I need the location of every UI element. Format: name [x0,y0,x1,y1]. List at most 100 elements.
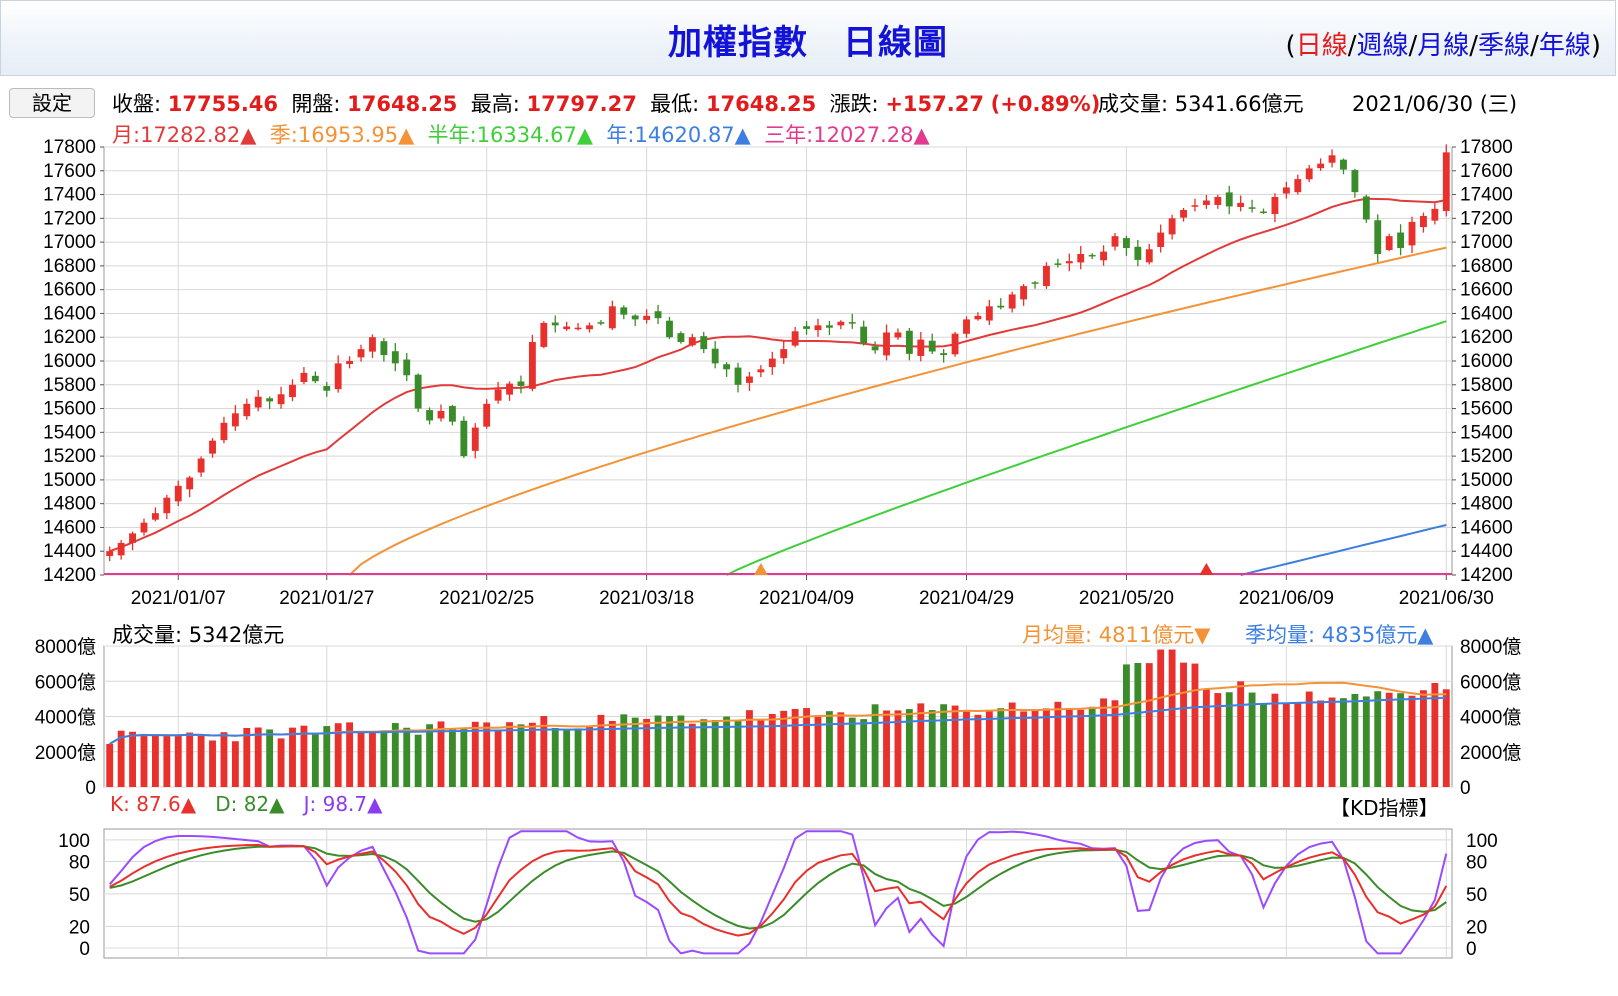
volume-bar [471,721,479,787]
volume-bar [1157,649,1165,787]
candle-body [494,389,502,401]
volume-bar [1408,695,1416,787]
price-tick-left: 17200 [43,208,96,229]
candle-body [151,513,159,520]
kd-tick-right: 80 [1466,852,1487,873]
candle-body [1362,196,1370,220]
period-links: (日線/週線/月線/季線/年線) [1285,31,1601,61]
candle-body [1214,196,1222,205]
volume-bar [437,721,445,787]
candle-body [391,351,399,364]
candle-body [666,320,673,338]
candle-body [1180,210,1187,218]
volume-quarter-avg: 季均量: 4835億元▲ [1245,623,1434,647]
price-tick-left: 16600 [43,280,96,301]
volume-bar [277,738,285,787]
volume-bar [1431,683,1439,787]
price-tick-right: 17600 [1460,161,1513,182]
candle-body [1271,196,1279,214]
volume-bar [608,720,616,787]
price-tick-left: 17400 [43,185,96,206]
kd-k-value: K: 87.6▲ [110,792,197,816]
candle-body [369,337,376,352]
kd-k-line [109,843,1448,937]
volume-tick-left: 6000億 [35,671,96,693]
link-yearly[interactable]: 年線 [1538,31,1591,61]
volume-bar [940,704,948,787]
candle-body [1431,208,1439,221]
x-tick-label: 2021/04/09 [759,588,854,609]
candle-body [220,422,228,441]
x-tick-label: 2021/01/27 [279,588,374,609]
price-tick-right: 16200 [1460,327,1513,348]
candle-body [163,497,171,514]
link-quarterly[interactable]: 季線 [1478,31,1531,61]
candle-body [1248,207,1256,209]
volume-bar [848,717,856,787]
price-tick-left: 15400 [43,422,96,443]
volume-bar [723,716,731,787]
price-tick-left: 17800 [43,137,96,158]
link-monthly[interactable]: 月線 [1417,31,1470,61]
volume-bar [1168,649,1176,787]
candle-body [1145,249,1153,263]
volume-bar [357,732,365,787]
volume-bar [311,733,319,787]
volume-bar [1374,691,1382,787]
ma-year-label: 年:14620.87▲ [606,123,751,147]
volume-bar [768,713,776,787]
price-tick-left: 15200 [43,446,96,467]
quote-row: 收盤: 17755.46 開盤: 17648.25 最高: 17797.27 最… [112,88,1100,118]
candle-body [426,410,434,421]
candle-body [357,349,365,358]
kd-tick-right: 0 [1466,939,1477,960]
ma-quarter-line [348,246,1447,576]
candle-body [334,363,342,390]
link-weekly[interactable]: 週線 [1356,31,1409,61]
x-tick-label: 2021/04/29 [919,588,1014,609]
volume-bar [1043,708,1050,787]
price-tick-left: 16400 [43,303,96,324]
candle-body [277,394,285,405]
price-tick-right: 16400 [1460,303,1513,324]
volume-bar [1214,693,1222,787]
candle-body [963,319,970,334]
candle-body [140,522,148,533]
candle-body [448,406,456,422]
candle-body [951,333,959,355]
candle-body [586,325,593,330]
volume-bar [1020,711,1028,787]
settings-button[interactable]: 設定 [9,88,95,118]
candle-body [186,477,194,490]
candle-body [197,458,205,473]
volume-bar [300,725,308,787]
volume-bar [825,711,833,787]
candle-body [1305,168,1313,180]
page-title: 加權指數 日線圖 [668,23,948,63]
volume-bar [1248,692,1256,787]
volume-bar [1077,709,1085,787]
close-label: 收盤: [112,92,162,116]
volume-bar [574,728,582,787]
volume-bar [1340,698,1347,787]
kd-tick-right: 20 [1466,917,1487,938]
candle-body [574,327,582,330]
price-tick-right: 17200 [1460,208,1513,229]
price-tick-right: 15800 [1460,375,1513,396]
price-tick-right: 15600 [1460,399,1513,420]
ma-month-line [109,197,1447,553]
link-daily[interactable]: 日線 [1295,31,1348,61]
candle-body [894,332,902,338]
volume-bar [905,709,913,787]
price-tick-right: 16800 [1460,256,1513,277]
candle-body [631,315,639,320]
candle-body [1043,265,1050,287]
candle-body [1225,192,1233,207]
candle-body [928,340,936,352]
candle-body [243,403,251,417]
volume-bar [1065,708,1073,787]
volume-bar [460,729,468,787]
volume-bar [620,714,628,787]
price-tick-left: 14600 [43,517,96,538]
price-tick-left: 14400 [43,541,96,562]
